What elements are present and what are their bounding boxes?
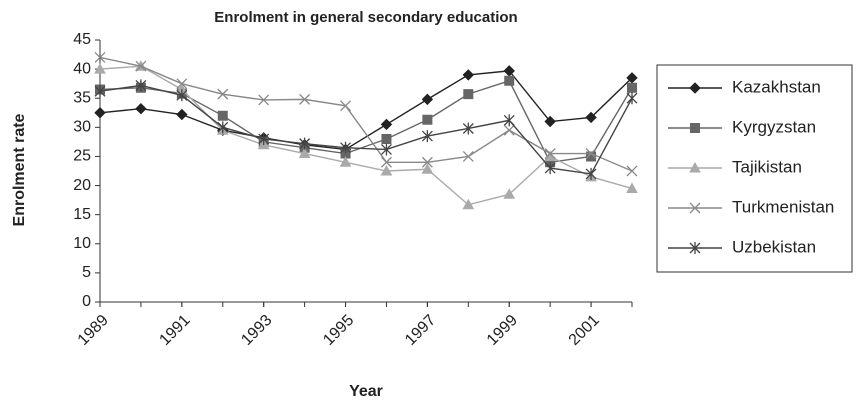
series-line <box>99 70 633 151</box>
y-tick-label: 10 <box>73 235 91 252</box>
legend-box <box>656 64 853 273</box>
marker <box>503 114 515 127</box>
marker <box>258 94 270 106</box>
marker <box>381 156 392 168</box>
marker <box>422 114 433 125</box>
legend-label: Kyrgyzstan <box>732 117 816 136</box>
series-line <box>99 84 633 175</box>
marker <box>627 82 637 93</box>
x-tick-label: 1991 <box>156 312 193 349</box>
marker <box>421 130 433 143</box>
y-tick-label: 0 <box>82 293 91 310</box>
marker <box>626 92 638 105</box>
legend-label: Uzbekistan <box>732 237 816 256</box>
x-tick-label: 1997 <box>402 312 439 349</box>
y-axis-label: Enrolment rate <box>11 113 28 226</box>
marker <box>217 88 229 100</box>
x-tick-label: 1993 <box>238 312 275 349</box>
marker <box>585 167 597 180</box>
chart-title: Enrolment in general secondary education <box>214 9 517 26</box>
marker <box>463 89 474 100</box>
marker <box>421 156 433 168</box>
y-tick-label: 45 <box>73 31 91 48</box>
y-tick-label: 30 <box>73 119 91 136</box>
marker <box>626 182 638 193</box>
marker <box>94 52 106 63</box>
x-tick-label: 1995 <box>320 312 357 349</box>
legend-marker <box>689 82 701 94</box>
marker <box>340 141 351 154</box>
marker <box>217 110 228 121</box>
legend-marker <box>689 161 701 173</box>
y-tick-label: 5 <box>82 264 91 281</box>
legend-marker <box>689 202 701 214</box>
marker <box>503 188 516 199</box>
marker <box>504 75 515 86</box>
legend-label: Kazakhstan <box>732 77 821 96</box>
marker <box>298 147 311 159</box>
y-tick-label: 15 <box>73 206 91 223</box>
marker <box>626 165 638 177</box>
marker <box>380 164 393 176</box>
marker <box>462 150 474 162</box>
marker <box>421 163 434 174</box>
y-tick-label: 20 <box>73 177 91 194</box>
marker <box>340 100 351 112</box>
marker <box>176 108 188 121</box>
marker <box>544 115 556 128</box>
marker <box>299 137 311 150</box>
marker <box>381 143 392 156</box>
x-tick-label: 2001 <box>566 312 603 349</box>
marker <box>94 107 106 119</box>
marker <box>585 148 597 159</box>
marker <box>544 162 556 175</box>
legend-label: Tajikistan <box>732 157 802 176</box>
marker <box>299 93 311 105</box>
marker <box>135 60 147 72</box>
marker <box>94 63 106 74</box>
marker <box>176 78 188 90</box>
marker <box>135 79 147 92</box>
y-tick-label: 35 <box>73 89 91 106</box>
series-line <box>99 56 633 172</box>
marker <box>462 198 475 210</box>
marker <box>94 85 106 98</box>
legend-marker <box>690 123 700 133</box>
x-tick-label: 1989 <box>75 312 112 349</box>
y-tick-label: 25 <box>73 148 91 165</box>
marker <box>217 121 229 134</box>
y-tick-label: 40 <box>73 60 91 77</box>
legend-marker <box>689 242 701 254</box>
marker <box>380 118 393 131</box>
marker <box>381 133 392 144</box>
marker <box>421 93 434 106</box>
marker <box>503 124 515 136</box>
x-axis-label: Year <box>349 383 383 400</box>
marker <box>258 132 270 145</box>
x-tick-label: 1999 <box>484 312 521 349</box>
marker <box>339 156 352 167</box>
marker <box>585 111 597 124</box>
marker <box>135 102 147 115</box>
marker <box>462 122 474 135</box>
marker <box>462 69 475 81</box>
marker <box>544 148 556 159</box>
series-line <box>99 65 633 206</box>
legend-label: Turkmenistan <box>732 197 834 216</box>
marker <box>176 89 188 102</box>
